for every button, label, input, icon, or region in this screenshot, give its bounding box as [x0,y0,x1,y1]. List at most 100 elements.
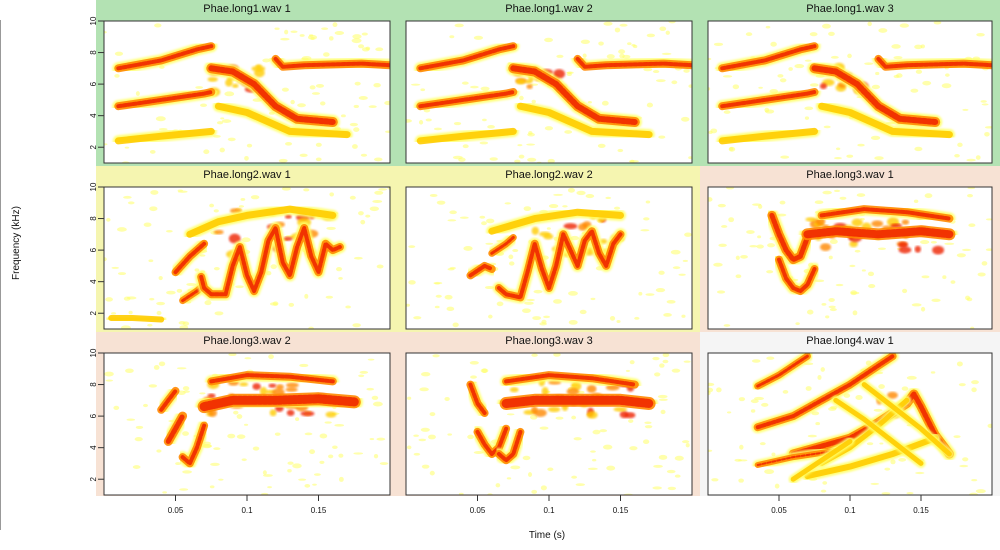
noise-speckle [646,102,653,108]
noise-speckle [218,478,224,481]
noise-speckle [726,411,732,414]
trace-core [510,65,638,125]
noise-speckle [447,268,455,271]
noise-speckle [336,266,343,272]
noise-speckle [878,28,888,33]
trace-mid [108,315,165,323]
noise-speckle [854,249,861,253]
noise-speckle [820,489,827,493]
noise-speckle [956,253,966,258]
noise-speckle [911,303,922,307]
noise-speckle [470,375,477,379]
y-tick-label: 8 [89,50,98,55]
noise-speckle [852,310,858,316]
noise-speckle [435,294,442,298]
noise-speckle [214,311,224,316]
noise-speckle [735,255,740,260]
noise-speckle [726,187,735,190]
harmonic-trace [195,390,363,416]
harmonic-trace [571,52,692,73]
harmonic-trace [815,203,956,225]
noise-speckle [292,463,302,469]
noise-speckle [580,39,590,45]
noise-speckle [660,409,666,415]
noise-speckle [617,148,624,153]
noise-speckle [877,247,886,250]
noise-speckle [598,41,604,46]
harmonic-trace [161,409,190,448]
noise-speckle [320,101,326,106]
noise-speckle [814,279,825,283]
noise-speckle [587,101,592,104]
noise-speckle [849,264,856,268]
noise-speckle [683,360,691,363]
trace-core [720,44,817,71]
noise-speckle [182,470,192,474]
noise-speckle [867,271,875,277]
noise-speckle [822,481,828,485]
noise-speckle [966,158,976,162]
noise-speckle [148,259,154,263]
noise-speckle [777,213,787,217]
noise-speckle [418,438,427,442]
noise-speckle [644,421,652,424]
noise-speckle [319,460,325,464]
harmonic-trace [112,86,218,113]
noise-speckle [870,135,881,140]
noise-speckle [543,315,551,319]
noise-speckle [980,100,987,103]
noise-speckle [820,367,825,372]
noise-speckle [517,144,523,147]
noise-speckle [452,155,463,160]
panel-title: Phae.long3.wav 2 [203,335,290,347]
noise-speckle [688,84,692,88]
noise-speckle [134,436,143,442]
noise-speckle [922,80,932,86]
noise-speckle [372,401,383,407]
trace-core [496,229,623,300]
trace-core [475,426,509,456]
noise-speckle [297,103,306,108]
noise-speckle [809,83,819,87]
noise-speckle [855,394,863,400]
noise-speckle [111,266,120,269]
noise-speckle [236,414,243,419]
noise-speckle [268,354,274,360]
trace-mid [861,382,952,457]
noise-speckle [428,434,436,440]
noise-speckle [158,128,168,131]
noise-speckle [984,131,990,137]
panel-title: Phae.long1.wav 1 [203,3,290,15]
trace-core [496,429,523,463]
noise-speckle [868,284,876,289]
noise-speckle [942,275,947,280]
noise-speckle [944,242,955,245]
noise-speckle [779,200,786,205]
trace-mid [790,438,853,482]
y-tick-label: 2 [89,310,98,315]
trace-core [819,207,952,221]
noise-speckle [418,120,424,125]
noise-speckle [106,217,111,222]
noise-speckle [861,269,866,272]
noise-speckle [420,427,430,432]
noise-speckle [567,187,575,193]
energy-blob [269,409,277,417]
noise-speckle [353,452,364,455]
noise-speckle [530,414,538,420]
noise-speckle [199,392,206,395]
noise-speckle [241,237,251,243]
noise-speckle [829,307,837,312]
harmonic-trace [492,225,627,304]
energy-blob [207,76,218,82]
noise-speckle [360,219,366,225]
energy-blob [284,214,292,219]
energy-blob [232,83,239,89]
noise-speckle [830,55,839,59]
harmonic-trace [205,369,339,388]
noise-speckle [487,125,495,129]
harmonic-trace [486,206,626,237]
noise-speckle [358,96,368,100]
noise-speckle [671,80,678,85]
noise-speckle [950,280,956,284]
